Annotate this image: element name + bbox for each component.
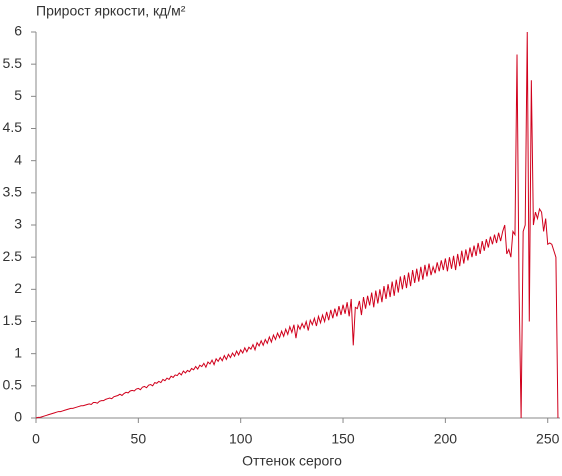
y-tick-label: 4: [14, 151, 22, 167]
y-tick-label: 0.5: [3, 377, 23, 393]
y-tick-label: 5.5: [3, 55, 23, 71]
y-tick-label: 1: [14, 344, 22, 360]
x-tick-label: 250: [536, 431, 560, 447]
x-tick-label: 100: [229, 431, 253, 447]
y-tick-label: 2: [14, 280, 22, 296]
x-tick-label: 0: [32, 431, 40, 447]
y-tick-label: 4.5: [3, 119, 23, 135]
x-axis-label: Оттенок серого: [242, 453, 342, 469]
y-tick-label: 5: [14, 87, 22, 103]
chart-title: Прирост яркости, кд/м²: [36, 3, 186, 19]
y-tick-label: 2.5: [3, 248, 23, 264]
data-line: [35, 31, 559, 419]
y-tick-label: 0: [14, 409, 22, 425]
x-tick-label: 50: [131, 431, 147, 447]
y-tick-label: 1.5: [3, 312, 23, 328]
y-tick-label: 3: [14, 216, 22, 232]
y-tick-label: 6: [14, 23, 22, 39]
x-tick-label: 150: [331, 431, 355, 447]
y-tick-label: 3.5: [3, 184, 23, 200]
x-tick-label: 200: [434, 431, 458, 447]
